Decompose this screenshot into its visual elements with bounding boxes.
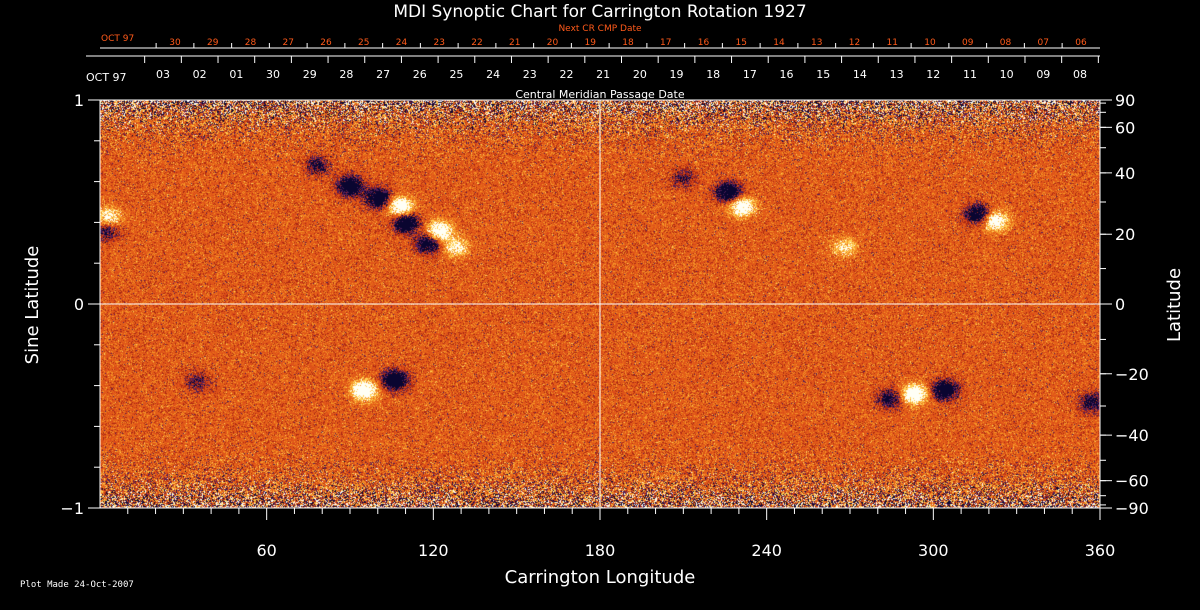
cmp-date-label: 28: [339, 68, 353, 81]
next-date-label: 18: [622, 38, 634, 48]
y-right-tick-label: 20: [1115, 225, 1135, 244]
cmp-date-label: 30: [266, 68, 280, 81]
cmp-date-label: 03: [156, 68, 170, 81]
cmp-date-label: 13: [890, 68, 904, 81]
y-left-tick-label: −1: [60, 499, 84, 518]
y-axis-left-label: Sine Latitude: [22, 246, 43, 365]
cmp-date-label: 23: [523, 68, 537, 81]
cmp-date-label: 14: [853, 68, 867, 81]
next-date-label: 23: [434, 38, 445, 48]
y-axis-left: 1 0 −1: [60, 91, 100, 518]
y-right-tick-label: 90: [1115, 91, 1135, 110]
next-date-label: 15: [736, 38, 747, 48]
next-date-label: 09: [962, 38, 974, 48]
next-date-label: 26: [320, 38, 332, 48]
x-tick-label: 360: [1085, 541, 1116, 560]
next-date-label: 24: [396, 38, 408, 48]
next-date-label: 13: [811, 38, 822, 48]
next-date-label: 22: [471, 38, 482, 48]
next-cr-cmp-date-label: Next CR CMP Date: [558, 24, 642, 34]
cmp-date-label: 15: [816, 68, 830, 81]
y-right-tick-label: −40: [1115, 426, 1149, 445]
cmp-date-label: 01: [229, 68, 243, 81]
central-meridian-label: Central Meridian Passage Date: [515, 88, 684, 101]
cmp-date-label: 09: [1036, 68, 1050, 81]
next-date-label: 16: [698, 38, 710, 48]
next-date-label: 27: [283, 38, 294, 48]
next-date-label: 07: [1038, 38, 1049, 48]
cmp-month-label: OCT 97: [86, 71, 127, 84]
cmp-date-label: 18: [706, 68, 720, 81]
plot-made-note: Plot Made 24-Oct-2007: [20, 580, 134, 590]
x-tick-label: 180: [585, 541, 616, 560]
cmp-date-label: 02: [193, 68, 207, 81]
cmp-date-label: 20: [633, 68, 647, 81]
cmp-date-label: 21: [596, 68, 610, 81]
next-date-label: 20: [547, 38, 559, 48]
cmp-date-label: 10: [1000, 68, 1014, 81]
next-date-label: 29: [207, 38, 219, 48]
cmp-date-label: 17: [743, 68, 757, 81]
y-left-tick-label: 0: [74, 295, 84, 314]
next-date-label: 12: [849, 38, 860, 48]
chart-title: MDI Synoptic Chart for Carrington Rotati…: [393, 2, 806, 22]
y-right-tick-label: 60: [1115, 118, 1135, 137]
x-tick-label: 60: [256, 541, 276, 560]
cmp-date-label: 11: [963, 68, 977, 81]
next-date-label: 10: [924, 38, 936, 48]
cmp-date-label: 25: [449, 68, 463, 81]
cmp-date-label: 16: [780, 68, 794, 81]
next-date-label: 19: [585, 38, 597, 48]
cmp-date-label: 26: [413, 68, 427, 81]
next-date-label: 21: [509, 38, 520, 48]
y-right-tick-label: −90: [1115, 499, 1149, 518]
next-date-label: 08: [1000, 38, 1012, 48]
next-month-label: OCT 97: [101, 34, 134, 44]
cmp-date-label: 29: [303, 68, 317, 81]
next-date-label: 06: [1075, 38, 1087, 48]
next-date-label: 14: [773, 38, 785, 48]
cmp-date-label: 22: [559, 68, 573, 81]
x-axis-label: Carrington Longitude: [505, 567, 696, 588]
x-axis: 60 120 180 240 300 360: [127, 508, 1116, 560]
next-cr-cmp-date-axis: OCT 97 30 29 28 27 26 25 24 23 22 21 20 19 18 17 16 15 14…: [100, 34, 1100, 49]
next-date-label: 11: [887, 38, 898, 48]
y-right-tick-label: −20: [1115, 365, 1149, 384]
cmp-date-label: 08: [1073, 68, 1087, 81]
y-axis-right-label: Latitude: [1164, 268, 1185, 342]
next-date-label: 30: [169, 38, 181, 48]
y-right-tick-label: 40: [1115, 164, 1135, 183]
cmp-date-label: 27: [376, 68, 390, 81]
y-axis-right: 90 60 40 20 0 −20 −40 −60 −90: [1100, 91, 1149, 518]
x-tick-label: 300: [918, 541, 949, 560]
cmp-date-axis: OCT 97 03 02 01 30 29 28 27 26 25 24 23 22 21 20 19 18 17…: [86, 55, 1100, 84]
y-right-tick-label: −60: [1115, 472, 1149, 491]
y-left-tick-label: 1: [74, 91, 84, 110]
cmp-date-label: 24: [486, 68, 500, 81]
cmp-date-label: 19: [670, 68, 684, 81]
next-date-label: 28: [245, 38, 257, 48]
next-date-label: 17: [660, 38, 671, 48]
x-tick-label: 120: [418, 541, 449, 560]
y-right-tick-label: 0: [1115, 295, 1125, 314]
cmp-date-label: 12: [926, 68, 940, 81]
next-date-label: 25: [358, 38, 369, 48]
x-tick-label: 240: [751, 541, 782, 560]
